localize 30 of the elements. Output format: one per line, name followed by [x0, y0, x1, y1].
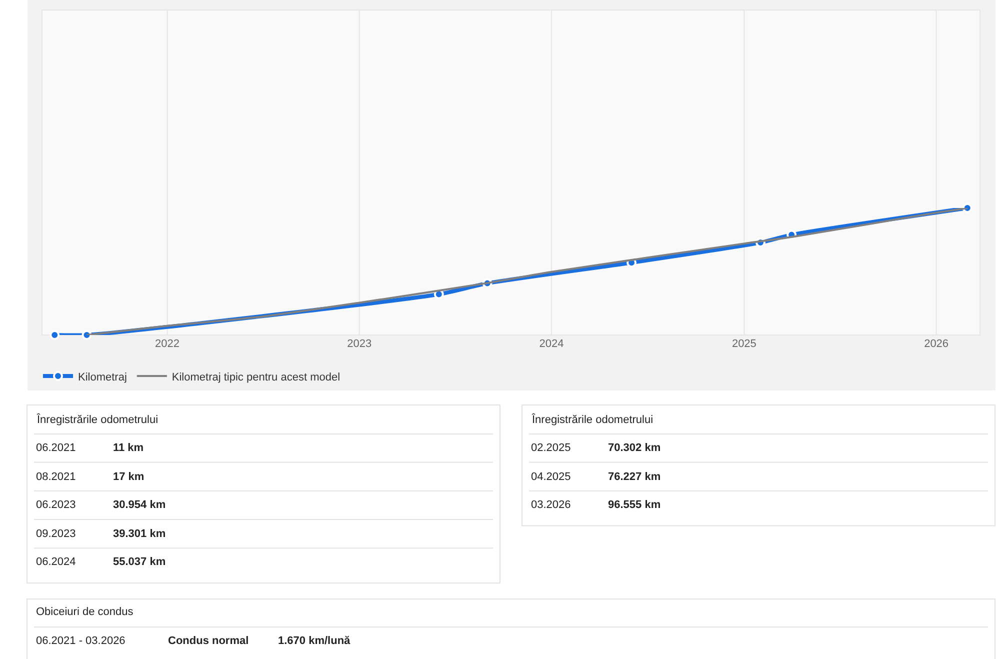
x-tick-label: 2024: [539, 338, 564, 350]
point: [50, 330, 60, 340]
text: Înregistrările odometrului: [531, 413, 654, 426]
x-tick-label: 2026: [924, 338, 949, 350]
text: 96.555 km: [608, 499, 661, 511]
text: 03.2026: [531, 499, 571, 511]
x-tick-label: 2023: [347, 338, 372, 350]
text: 70.302 km: [608, 442, 661, 454]
text: 11 km: [113, 442, 144, 454]
legend-label: Kilometraj tipic pentru acest model: [172, 371, 340, 384]
text: 1.670 km/lună: [278, 635, 352, 647]
text: Înregistrările odometrului: [36, 413, 158, 426]
text: 30.954 km: [113, 499, 166, 511]
x-tick-label: 2025: [732, 338, 756, 350]
text: Obiceiuri de condus: [36, 606, 134, 618]
text: 02.2025: [531, 442, 571, 454]
text: 06.2021 - 03.2026: [36, 635, 126, 647]
text: 17 km: [113, 471, 144, 483]
text: 08.2021: [36, 471, 76, 483]
text: 04.2025: [531, 471, 571, 483]
x-tick-label: 2022: [155, 338, 180, 350]
text: Condus normal: [168, 635, 249, 647]
text: 06.2024: [36, 556, 76, 568]
legend-label: Kilometraj: [78, 371, 127, 384]
text: 06.2023: [36, 499, 76, 511]
text: 76.227 km: [608, 471, 661, 483]
text: 55.037 km: [113, 556, 166, 568]
text: 39.301 km: [113, 528, 166, 540]
text: 06.2021: [36, 442, 76, 454]
text: 09.2023: [36, 528, 76, 540]
